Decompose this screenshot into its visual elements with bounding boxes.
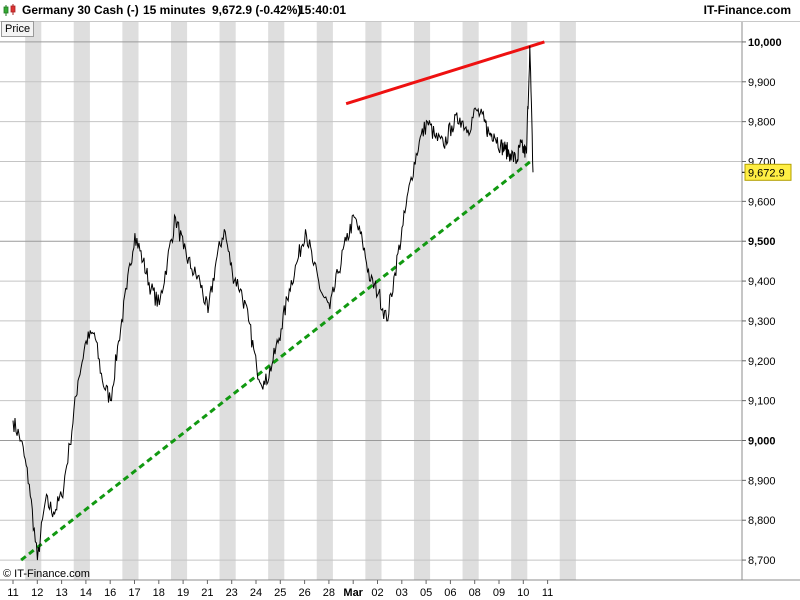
x-tick-label: 11 (7, 587, 18, 599)
session-band (122, 22, 139, 580)
session-band (25, 22, 42, 580)
x-tick-label: 17 (128, 587, 140, 599)
x-tick-label: 19 (177, 587, 189, 599)
x-tick-label: 05 (420, 587, 432, 599)
y-tick-label: 8,900 (748, 475, 776, 487)
y-tick-label: 9,400 (748, 276, 776, 288)
x-tick-label: 09 (493, 587, 505, 599)
x-tick-label: 08 (469, 587, 481, 599)
price-series-line (12, 45, 534, 561)
x-tick-label: 02 (371, 587, 383, 599)
session-band (559, 22, 576, 580)
brand-label: IT-Finance.com (703, 3, 791, 17)
session-band (170, 22, 188, 580)
y-tick-label: 8,700 (748, 555, 776, 567)
price-axis: 8,700 8,800 8,900 9,000 9,100 9,200 9,300 9,400… (742, 37, 782, 567)
x-tick-label: 26 (298, 587, 310, 599)
copyright-label: © IT-Finance.com (3, 568, 90, 580)
price-gridlines (0, 41, 742, 561)
y-tick-label: 9,900 (748, 77, 776, 89)
y-tick-label: 9,100 (748, 396, 776, 408)
session-band (268, 22, 285, 580)
chart-header: Germany 30 Cash (-) 15 minutes 9,672.9 (… (0, 0, 800, 22)
x-tick-label: 10 (517, 587, 529, 599)
y-tick-label: 9,600 (748, 196, 776, 208)
last-price-change: 9,672.9 (-0.42%) (212, 3, 302, 17)
y-tick-label: 9,500 (748, 236, 776, 248)
trendlines (20, 40, 545, 562)
session-band (511, 22, 528, 580)
session-band (73, 22, 90, 580)
session-band (462, 22, 479, 580)
instrument-title: Germany 30 Cash (-) (22, 3, 139, 17)
last-price-tag: 9,672.9 (742, 163, 792, 181)
x-tick-label: 03 (396, 587, 408, 599)
session-band (413, 22, 431, 580)
x-tick-label: 11 (542, 587, 553, 599)
x-tick-label: 13 (55, 587, 67, 599)
x-tick-label: 28 (323, 587, 335, 599)
x-tick-label: 24 (250, 587, 262, 599)
date-axis: 11 12 13 14 16 17 18 19 21 23 24 25 26 28 Mar 02 03 05 06 0… (7, 580, 553, 599)
day-bands (25, 22, 576, 580)
y-tick-label: 9,200 (748, 356, 776, 368)
session-band (365, 22, 382, 580)
y-tick-label: 9,300 (748, 316, 776, 328)
interval-label: 15 minutes (143, 3, 206, 17)
support-trendline (20, 158, 534, 562)
last-price-label: 9,672.9 (748, 167, 785, 179)
resistance-trendline (345, 40, 545, 106)
price-panel-label[interactable]: Price (1, 21, 35, 37)
x-tick-label: 12 (31, 587, 43, 599)
x-tick-label: 14 (80, 587, 92, 599)
last-price-box (744, 163, 792, 181)
y-tick-label: 9,000 (748, 436, 776, 448)
x-tick-label: 23 (226, 587, 238, 599)
candlestick-chart-icon[interactable] (3, 4, 17, 17)
x-tick-label: 16 (104, 587, 116, 599)
y-tick-label: 10,000 (748, 37, 782, 49)
x-tick-label: 06 (444, 587, 456, 599)
session-band (219, 22, 236, 580)
quote-time: 15:40:01 (298, 3, 347, 17)
y-tick-label: 9,800 (748, 117, 776, 129)
y-tick-label: 8,800 (748, 515, 776, 527)
x-tick-label: 25 (274, 587, 286, 599)
x-tick-label: Mar (343, 587, 363, 599)
x-tick-label: 21 (201, 587, 213, 599)
x-tick-label: 18 (153, 587, 165, 599)
